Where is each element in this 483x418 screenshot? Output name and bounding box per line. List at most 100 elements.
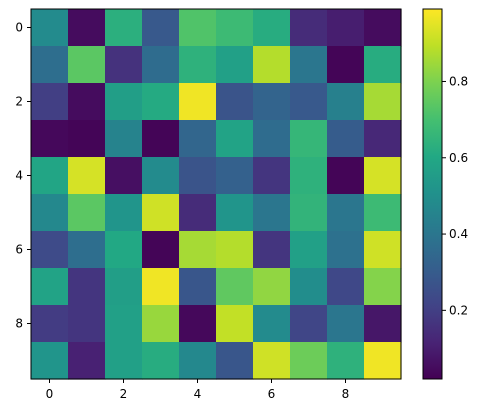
heatmap-cell-r0-c0 bbox=[31, 9, 69, 47]
heatmap-cell-r4-c9 bbox=[364, 157, 402, 195]
y-axis: 0 2 4 6 8 bbox=[15, 21, 31, 331]
heatmap-cell-r3-c8 bbox=[327, 120, 365, 158]
heatmap-cell-r9-c1 bbox=[68, 342, 106, 380]
heatmap-cell-r0-c1 bbox=[68, 9, 106, 47]
heatmap-cell-r7-c7 bbox=[290, 268, 328, 306]
x-axis: 0 2 4 6 8 bbox=[46, 379, 350, 401]
heatmap-cell-r6-c6 bbox=[253, 231, 291, 269]
heatmap-cell-r1-c9 bbox=[364, 46, 402, 84]
heatmap-cell-r8-c9 bbox=[364, 305, 402, 343]
heatmap-cell-r7-c5 bbox=[216, 268, 254, 306]
heatmap-cell-r3-c0 bbox=[31, 120, 69, 158]
heatmap-cell-r8-c5 bbox=[216, 305, 254, 343]
colorbar-frame bbox=[422, 8, 443, 380]
heatmap-cell-r0-c3 bbox=[142, 9, 180, 47]
heatmap-cell-r8-c2 bbox=[105, 305, 143, 343]
heatmap-cell-r2-c5 bbox=[216, 83, 254, 121]
heatmap-cell-r8-c4 bbox=[179, 305, 217, 343]
heatmap-cell-r9-c7 bbox=[290, 342, 328, 380]
heatmap-cell-r9-c9 bbox=[364, 342, 402, 380]
x-tick-label: 8 bbox=[342, 387, 350, 401]
heatmap-cell-r4-c7 bbox=[290, 157, 328, 195]
heatmap-cell-r8-c3 bbox=[142, 305, 180, 343]
heatmap-cell-r3-c7 bbox=[290, 120, 328, 158]
heatmap-cell-r1-c6 bbox=[253, 46, 291, 84]
heatmap-cell-r5-c9 bbox=[364, 194, 402, 232]
y-tick-label: 8 bbox=[15, 317, 23, 331]
heatmap-cell-r9-c4 bbox=[179, 342, 217, 380]
colorbar-tick-label: 0.6 bbox=[449, 151, 468, 165]
heatmap-cell-r7-c3 bbox=[142, 268, 180, 306]
heatmap-cell-r0-c2 bbox=[105, 9, 143, 47]
heatmap-cell-r4-c1 bbox=[68, 157, 106, 195]
heatmap-cell-r1-c2 bbox=[105, 46, 143, 84]
heatmap-cell-r7-c8 bbox=[327, 268, 365, 306]
heatmap-cell-r6-c3 bbox=[142, 231, 180, 269]
heatmap-cell-r0-c4 bbox=[179, 9, 217, 47]
heatmap-cell-r6-c7 bbox=[290, 231, 328, 269]
heatmap-cell-r0-c9 bbox=[364, 9, 402, 47]
colorbar-tick-label: 0.2 bbox=[449, 303, 468, 317]
heatmap-cell-r5-c2 bbox=[105, 194, 143, 232]
y-tick-label: 4 bbox=[15, 169, 23, 183]
x-tick-label: 0 bbox=[46, 387, 54, 401]
heatmap-cell-r2-c1 bbox=[68, 83, 106, 121]
heatmap-cell-r4-c4 bbox=[179, 157, 217, 195]
heatmap-cell-r8-c6 bbox=[253, 305, 291, 343]
plot-frame bbox=[30, 8, 402, 380]
heatmap-cell-r1-c8 bbox=[327, 46, 365, 84]
heatmap-cell-r3-c5 bbox=[216, 120, 254, 158]
heatmap-cell-r2-c8 bbox=[327, 83, 365, 121]
heatmap-cell-r5-c0 bbox=[31, 194, 69, 232]
heatmap-cell-r2-c3 bbox=[142, 83, 180, 121]
heatmap-cell-r5-c4 bbox=[179, 194, 217, 232]
heatmap-cell-r7-c6 bbox=[253, 268, 291, 306]
heatmap-cell-r6-c0 bbox=[31, 231, 69, 269]
heatmap-cell-r9-c5 bbox=[216, 342, 254, 380]
heatmap-cell-r1-c3 bbox=[142, 46, 180, 84]
heatmap-cell-r3-c6 bbox=[253, 120, 291, 158]
heatmap-cell-r1-c5 bbox=[216, 46, 254, 84]
heatmap-cell-r7-c2 bbox=[105, 268, 143, 306]
heatmap-cell-r4-c0 bbox=[31, 157, 69, 195]
heatmap-cell-r8-c1 bbox=[68, 305, 106, 343]
heatmap-cell-r2-c4 bbox=[179, 83, 217, 121]
heatmap-cell-r1-c4 bbox=[179, 46, 217, 84]
heatmap-cells bbox=[31, 9, 402, 380]
heatmap-cell-r0-c5 bbox=[216, 9, 254, 47]
heatmap-cell-r6-c4 bbox=[179, 231, 217, 269]
colorbar-axis: 0.2 0.4 0.6 0.8 bbox=[442, 74, 468, 317]
heatmap-cell-r3-c2 bbox=[105, 120, 143, 158]
heatmap-cell-r2-c6 bbox=[253, 83, 291, 121]
colorbar-tick-label: 0.4 bbox=[449, 227, 468, 241]
y-tick-label: 0 bbox=[15, 21, 23, 35]
x-tick-label: 6 bbox=[268, 387, 276, 401]
heatmap-cell-r5-c3 bbox=[142, 194, 180, 232]
heatmap-cell-r8-c8 bbox=[327, 305, 365, 343]
heatmap-cell-r2-c9 bbox=[364, 83, 402, 121]
y-tick-label: 2 bbox=[15, 95, 23, 109]
heatmap-cell-r2-c0 bbox=[31, 83, 69, 121]
heatmap-cell-r9-c0 bbox=[31, 342, 69, 380]
heatmap-cell-r5-c5 bbox=[216, 194, 254, 232]
heatmap-cell-r1-c7 bbox=[290, 46, 328, 84]
heatmap-cell-r5-c6 bbox=[253, 194, 291, 232]
heatmap-cell-r4-c5 bbox=[216, 157, 254, 195]
heatmap-cell-r6-c1 bbox=[68, 231, 106, 269]
heatmap-cell-r2-c7 bbox=[290, 83, 328, 121]
heatmap-cell-r7-c0 bbox=[31, 268, 69, 306]
heatmap-cell-r9-c8 bbox=[327, 342, 365, 380]
heatmap-cell-r5-c8 bbox=[327, 194, 365, 232]
heatmap-cell-r0-c7 bbox=[290, 9, 328, 47]
heatmap-cell-r6-c8 bbox=[327, 231, 365, 269]
heatmap-cell-r3-c4 bbox=[179, 120, 217, 158]
heatmap-cell-r3-c3 bbox=[142, 120, 180, 158]
heatmap-cell-r9-c6 bbox=[253, 342, 291, 380]
heatmap-cell-r6-c5 bbox=[216, 231, 254, 269]
heatmap-cell-r0-c8 bbox=[327, 9, 365, 47]
heatmap-cell-r3-c1 bbox=[68, 120, 106, 158]
heatmap-cell-r4-c3 bbox=[142, 157, 180, 195]
heatmap-cell-r1-c1 bbox=[68, 46, 106, 84]
